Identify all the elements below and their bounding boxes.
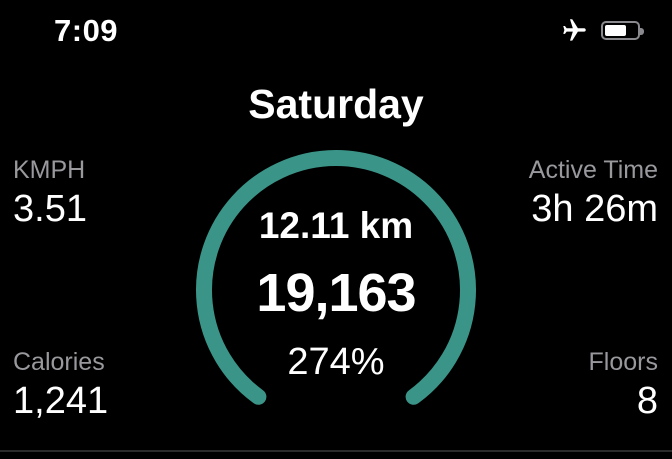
metric-floors: Floors 8	[588, 348, 658, 422]
steps-value[interactable]: 19,163	[256, 263, 416, 323]
metric-active-time-label: Active Time	[528, 156, 658, 184]
battery-nub	[640, 27, 644, 35]
battery-fill	[605, 25, 626, 36]
metric-kmph-value: 3.51	[13, 188, 87, 230]
status-bar-time: 7:09	[54, 13, 119, 48]
battery-icon	[601, 21, 644, 40]
metric-floors-value: 8	[636, 380, 658, 422]
metric-calories-value: 1,241	[13, 380, 109, 422]
airplane-mode-icon	[563, 19, 586, 41]
day-title: Saturday	[248, 81, 424, 127]
metric-calories-label: Calories	[13, 348, 105, 376]
metric-active-time: Active Time 3h 26m	[528, 156, 658, 230]
bottom-toolbar-divider	[0, 450, 672, 452]
metric-calories: Calories 1,241	[13, 348, 109, 422]
metric-kmph-label: KMPH	[13, 156, 86, 184]
metric-floors-label: Floors	[588, 348, 658, 376]
goal-percent-value[interactable]: 274%	[287, 341, 385, 383]
progress-ring-arc	[196, 150, 476, 405]
metric-kmph: KMPH 3.51	[13, 156, 87, 230]
distance-value[interactable]: 12.11 km	[258, 205, 414, 246]
metric-active-time-value: 3h 26m	[531, 188, 658, 230]
progress-ring	[196, 150, 476, 405]
